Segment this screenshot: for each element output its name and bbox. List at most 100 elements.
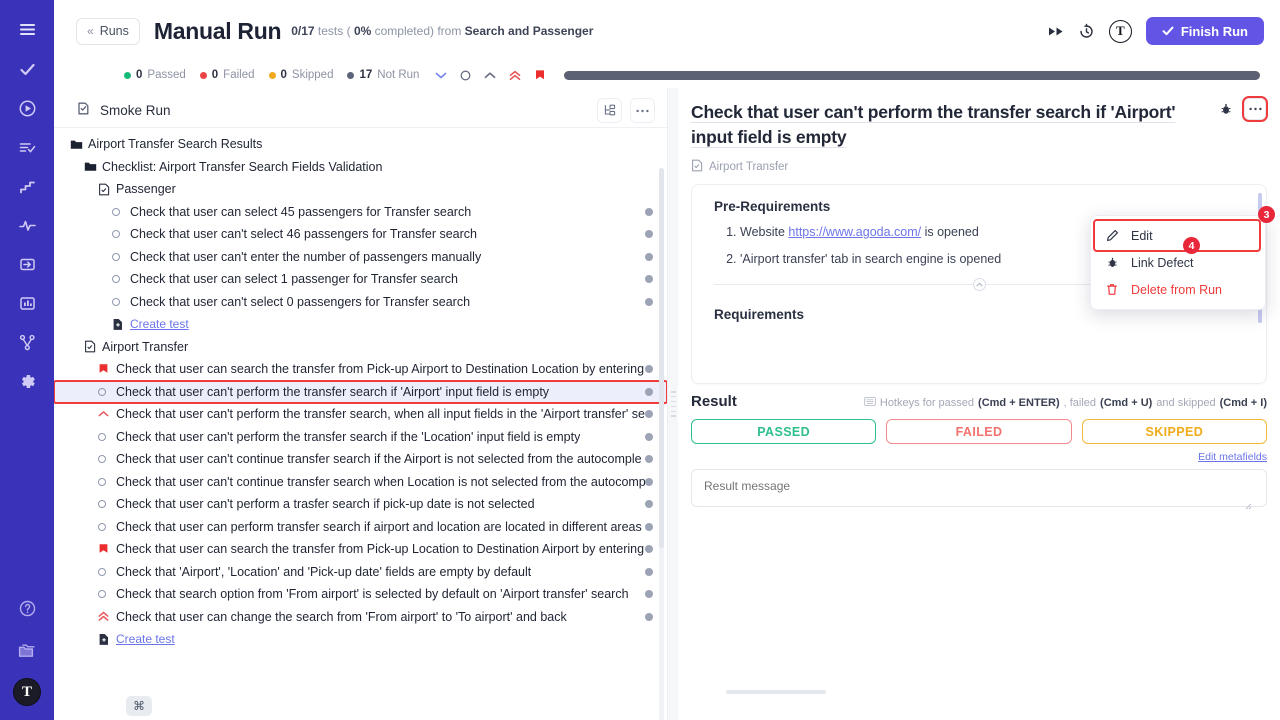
bug-icon[interactable]: [1215, 98, 1237, 120]
breadcrumb-label[interactable]: Airport Transfer: [709, 161, 789, 173]
tree-row-test[interactable]: Check that user can't continue transfer …: [54, 471, 667, 494]
tree-row-test[interactable]: Check that user can change the search fr…: [54, 606, 667, 629]
menu-item-edit[interactable]: Edit: [1091, 222, 1265, 249]
status-skipped: 0 Skipped: [268, 69, 333, 81]
help-circle-icon[interactable]: [10, 591, 44, 625]
branch-icon[interactable]: [10, 325, 44, 359]
create-test-link[interactable]: Create test: [54, 313, 667, 336]
row-status-dot[interactable]: [645, 207, 653, 216]
result-passed-button[interactable]: PASSED: [691, 419, 877, 444]
tree-row-test[interactable]: Check that 'Airport', 'Location' and 'Pi…: [54, 561, 667, 584]
row-status-dot[interactable]: [645, 387, 653, 396]
chevron-down-filter-icon[interactable]: [435, 71, 447, 80]
menu-icon[interactable]: [10, 12, 44, 46]
result-skipped-button[interactable]: SKIPPED: [1081, 419, 1267, 444]
bug-icon: [1105, 256, 1119, 269]
tree-scrollbar-thumb[interactable]: [659, 168, 664, 548]
tree-row-test[interactable]: Check that user can search the transfer …: [54, 538, 667, 561]
tree-row-test[interactable]: Check that user can select 1 passenger f…: [54, 268, 667, 291]
tree-scrollbar[interactable]: [659, 168, 664, 720]
chart-icon[interactable]: [10, 286, 44, 320]
pre-requirement-link[interactable]: https://www.agoda.com/: [788, 225, 922, 239]
more-horizontal-icon[interactable]: [630, 98, 655, 123]
list-check-icon[interactable]: [10, 130, 44, 164]
user-avatar[interactable]: T: [1108, 19, 1132, 43]
chevron-up-circle-icon[interactable]: [972, 278, 986, 291]
play-circle-icon[interactable]: [10, 91, 44, 125]
tree-row-folder[interactable]: Airport Transfer Search Results: [54, 133, 667, 156]
panel-splitter[interactable]: [668, 88, 678, 720]
row-status-dot[interactable]: [645, 275, 653, 284]
tree-row-test[interactable]: Check that user can't perform the transf…: [54, 379, 667, 404]
row-status-dot[interactable]: [645, 567, 653, 576]
folder-icon: [84, 160, 102, 173]
create-test-label[interactable]: Create test: [116, 632, 175, 647]
detail-more-button[interactable]: [1242, 96, 1268, 122]
create-test-label[interactable]: Create test: [130, 317, 189, 332]
tree-row-test[interactable]: Check that user can't perform the transf…: [54, 403, 667, 426]
row-status-dot[interactable]: [645, 297, 653, 306]
row-status-dot[interactable]: [645, 410, 653, 419]
tree-row-test[interactable]: Check that user can't select 0 passenger…: [54, 291, 667, 314]
finish-run-button[interactable]: Finish Run: [1145, 17, 1264, 45]
chevron-up-filter-icon[interactable]: [484, 71, 496, 80]
circle-empty-icon: [98, 455, 116, 464]
row-status-dot[interactable]: [645, 365, 653, 374]
row-status-dot[interactable]: [645, 590, 653, 599]
double-chevron-up-filter-icon[interactable]: [509, 70, 521, 81]
history-icon[interactable]: [1078, 23, 1095, 40]
tree-row-test[interactable]: Check that user can't select 46 passenge…: [54, 223, 667, 246]
steps-icon[interactable]: [10, 169, 44, 203]
document-icon: [691, 159, 703, 175]
row-status-dot[interactable]: [645, 522, 653, 531]
row-status-dot[interactable]: [645, 252, 653, 261]
finish-run-label: Finish Run: [1180, 23, 1248, 39]
edit-metafields-link[interactable]: Edit metafields: [691, 451, 1267, 463]
tree-row-test[interactable]: Check that user can't perform a trasfer …: [54, 493, 667, 516]
tree-row-doc[interactable]: Passenger: [54, 178, 667, 201]
tree-row-test[interactable]: Check that user can select 45 passengers…: [54, 201, 667, 224]
gear-icon[interactable]: [10, 364, 44, 398]
document-icon: [98, 183, 116, 196]
back-to-runs-button[interactable]: « Runs: [76, 17, 140, 45]
folder-icon[interactable]: [10, 634, 44, 668]
tree-row-test[interactable]: Check that user can perform transfer sea…: [54, 516, 667, 539]
activity-icon[interactable]: [10, 208, 44, 242]
row-status-dot[interactable]: [645, 455, 653, 464]
menu-item-link-defect[interactable]: Link Defect: [1091, 249, 1265, 276]
tree-horizontal-scrollbar[interactable]: [726, 690, 826, 694]
keyboard-shortcuts-button[interactable]: ⌘: [126, 696, 152, 716]
tree-row-doc[interactable]: Airport Transfer: [54, 336, 667, 359]
avatar[interactable]: T: [13, 678, 41, 706]
result-message-input[interactable]: [691, 469, 1267, 507]
row-status-dot[interactable]: [645, 500, 653, 509]
tree-row-test[interactable]: Check that user can't perform the transf…: [54, 426, 667, 449]
check-icon[interactable]: [10, 52, 44, 86]
import-icon[interactable]: [10, 247, 44, 281]
tree-layout-icon[interactable]: [597, 98, 622, 123]
row-status-dot[interactable]: [645, 230, 653, 239]
fast-forward-icon[interactable]: [1048, 25, 1064, 38]
tree-row-test[interactable]: Check that user can't continue transfer …: [54, 448, 667, 471]
detail-title[interactable]: Check that user can't perform the transf…: [691, 102, 1176, 147]
circle-filter-icon[interactable]: [460, 70, 471, 81]
circle-empty-icon: [112, 275, 130, 284]
tree-row-test[interactable]: Check that user can't enter the number o…: [54, 246, 667, 269]
tree-rows-container[interactable]: Airport Transfer Search Results Checklist…: [54, 128, 667, 720]
tree-row-folder[interactable]: Checklist: Airport Transfer Search Field…: [54, 156, 667, 179]
tree-row-test[interactable]: Check that user can search the transfer …: [54, 358, 667, 381]
pre-requirements-list: Website https://www.agoda.com/ is opened…: [714, 224, 1244, 267]
row-status-dot[interactable]: [645, 477, 653, 486]
result-failed-button[interactable]: FAILED: [886, 419, 1072, 444]
run-tests-word: tests (: [317, 24, 351, 38]
create-test-link[interactable]: Create test: [54, 628, 667, 651]
flag-filter-icon[interactable]: [534, 69, 546, 81]
textarea-resize-handle[interactable]: [1244, 502, 1252, 510]
tree-row-test[interactable]: Check that search option from 'From airp…: [54, 583, 667, 606]
row-status-dot[interactable]: [645, 432, 653, 441]
menu-item-delete-from-run[interactable]: Delete from Run: [1091, 276, 1265, 303]
tree-row-label: Check that user can't select 0 passenger…: [130, 294, 471, 309]
row-status-dot[interactable]: [645, 612, 653, 621]
row-status-dot[interactable]: [645, 545, 653, 554]
status-failed: 0 Failed: [199, 69, 255, 81]
